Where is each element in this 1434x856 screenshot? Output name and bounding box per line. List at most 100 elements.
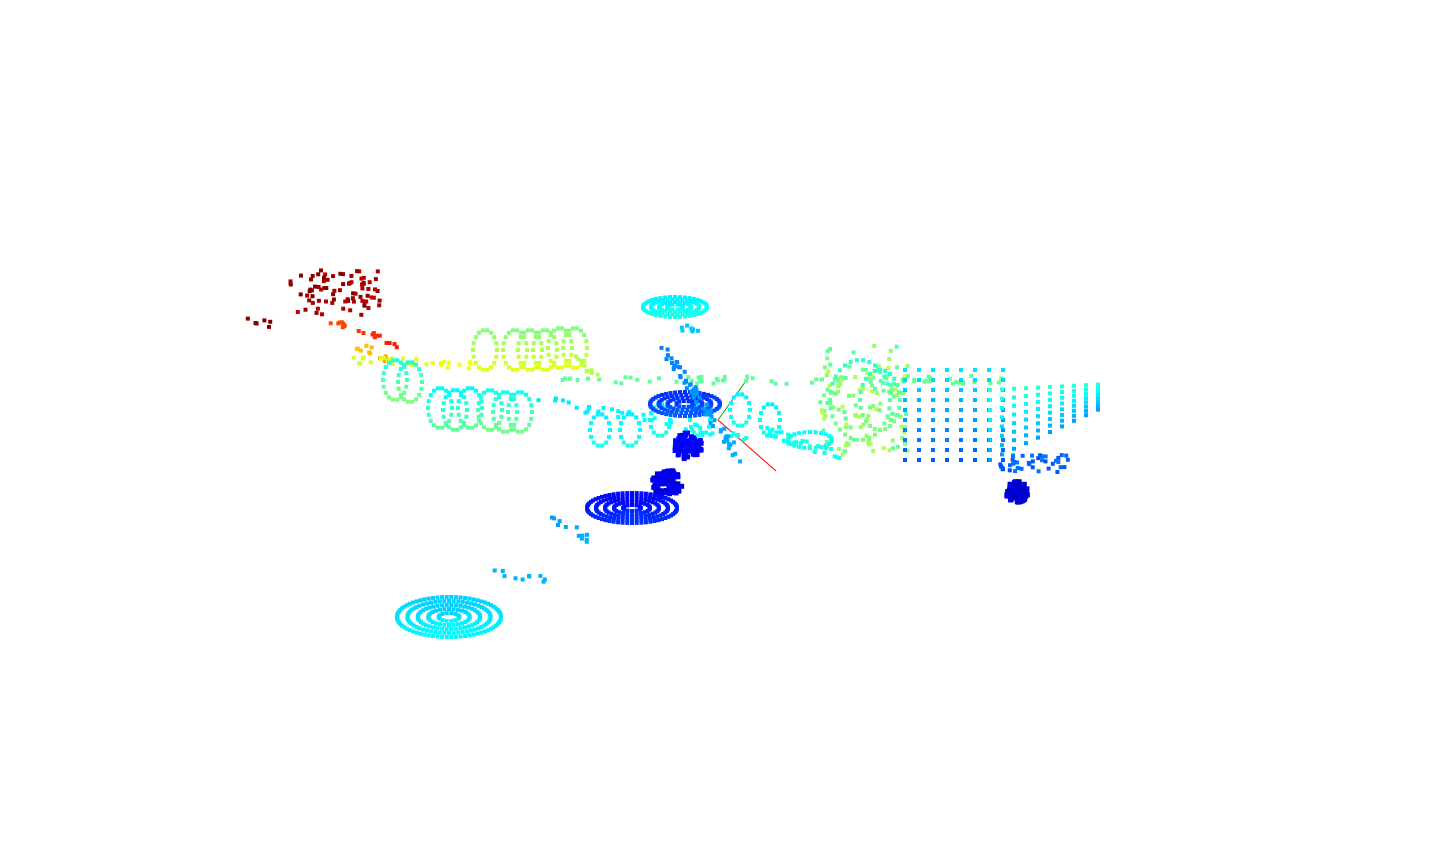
point-727 xyxy=(882,421,887,426)
point-817 xyxy=(945,458,949,462)
point-1667 xyxy=(616,517,621,522)
point-1171 xyxy=(697,398,702,403)
point-341 xyxy=(540,328,545,333)
point-803 xyxy=(931,418,935,422)
point-1984 xyxy=(486,601,491,606)
point-56 xyxy=(307,289,312,294)
point-1455 xyxy=(659,481,665,487)
point-79 xyxy=(355,269,360,274)
point-191 xyxy=(428,418,433,423)
point-258 xyxy=(512,422,517,427)
point-1742 xyxy=(616,491,621,496)
point-786 xyxy=(903,448,907,452)
point-551 xyxy=(660,433,665,438)
point-1124 xyxy=(682,295,687,300)
point-1125 xyxy=(687,296,692,301)
point-1183 xyxy=(674,410,679,415)
point-1935 xyxy=(467,633,472,638)
point-1663 xyxy=(634,517,639,522)
point-320 xyxy=(516,341,521,346)
point-232 xyxy=(462,388,466,393)
point-344 xyxy=(552,335,557,340)
point-595 xyxy=(761,430,766,435)
point-261 xyxy=(500,429,505,434)
point-1773 xyxy=(500,569,505,573)
point-1714 xyxy=(634,520,639,525)
point-30 xyxy=(360,298,365,303)
point-280 xyxy=(512,427,516,432)
point-1716 xyxy=(625,520,630,525)
point-1143 xyxy=(681,405,686,409)
point-577 xyxy=(747,414,751,419)
point-537 xyxy=(630,443,635,448)
point-529 xyxy=(591,415,596,420)
point-904 xyxy=(1048,423,1052,428)
point-1967 xyxy=(414,599,419,604)
point-1095 xyxy=(701,309,706,314)
point-1613 xyxy=(642,501,647,506)
point-922 xyxy=(1084,383,1088,388)
point-1859 xyxy=(462,604,467,609)
point-1239 xyxy=(683,390,687,394)
point-92 xyxy=(361,331,366,335)
point-815 xyxy=(945,438,949,442)
point-1945 xyxy=(422,632,427,637)
point-10 xyxy=(361,275,366,280)
point-1060 xyxy=(685,302,690,307)
point-804 xyxy=(931,428,935,432)
point-1202 xyxy=(702,395,706,400)
point-871 xyxy=(1000,433,1004,438)
point-549 xyxy=(667,424,671,429)
point-22 xyxy=(325,277,330,282)
point-798 xyxy=(931,368,935,372)
point-1040 xyxy=(675,302,680,307)
point-1624 xyxy=(634,514,639,519)
point-685 xyxy=(901,391,906,396)
point-358 xyxy=(552,328,556,333)
point-1943 xyxy=(430,634,435,638)
point-977 xyxy=(1007,468,1012,473)
point-1554 xyxy=(1012,488,1018,494)
point-742 xyxy=(833,374,838,379)
point-289 xyxy=(524,392,528,397)
point-27 xyxy=(373,277,378,282)
point-187 xyxy=(444,423,448,428)
point-1096 xyxy=(698,310,703,315)
point-950 xyxy=(1040,454,1045,459)
point-1218 xyxy=(678,413,682,418)
point-284 xyxy=(506,403,511,408)
point-1380 xyxy=(697,438,703,443)
point-396 xyxy=(485,328,490,333)
point-1777 xyxy=(502,574,507,579)
point-1724 xyxy=(593,514,598,519)
point-542 xyxy=(619,421,623,426)
point-1283 xyxy=(690,388,695,393)
point-375 xyxy=(563,333,568,338)
point-1029 xyxy=(823,432,828,437)
point-925 xyxy=(1084,396,1088,401)
point-1128 xyxy=(698,299,703,304)
point-1214 xyxy=(697,412,702,417)
point-1720 xyxy=(607,519,612,523)
point-1841 xyxy=(421,621,426,626)
point-901 xyxy=(1048,404,1052,409)
point-1083 xyxy=(665,297,670,302)
point-1681 xyxy=(601,498,606,503)
point-1264 xyxy=(694,400,699,405)
point-1104 xyxy=(663,314,668,319)
point-1966 xyxy=(411,600,416,605)
point-1656 xyxy=(661,512,666,516)
point-cloud-points xyxy=(245,268,1100,639)
point-378 xyxy=(575,326,580,331)
point-976 xyxy=(1011,461,1016,466)
point-1178 xyxy=(698,409,703,414)
point-279 xyxy=(515,429,520,434)
point-381 xyxy=(584,339,589,344)
point-731 xyxy=(861,437,866,442)
point-979 xyxy=(822,450,827,455)
point-276 xyxy=(527,422,532,427)
point-1875 xyxy=(469,628,474,633)
point-67 xyxy=(319,287,324,292)
